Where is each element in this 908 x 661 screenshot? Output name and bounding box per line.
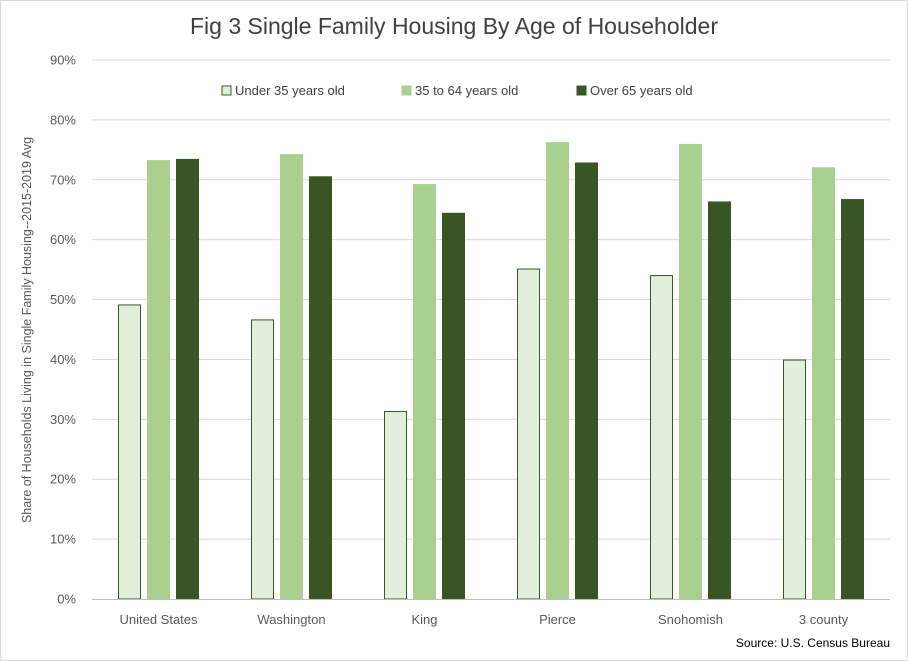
y-tick-label: 90% [50,53,76,68]
legend-swatch [576,85,587,96]
y-tick-label: 0% [57,592,76,607]
x-tick-label: Snohomish [658,612,723,627]
bar-1-5 [650,275,673,600]
source-note: Source: U.S. Census Bureau [736,636,890,650]
y-tick-label: 50% [50,292,76,307]
legend-label: Over 65 years old [590,83,693,98]
y-tick-label: 40% [50,352,76,367]
bar-1-6 [783,359,806,600]
y-tick-label: 80% [50,112,76,127]
x-tick-label: Pierce [539,612,576,627]
bar-2-6 [812,167,835,600]
bar-2-1 [147,160,170,600]
bars [118,142,864,600]
bar-3-1 [176,158,199,600]
y-tick-label: 30% [50,412,76,427]
y-axis-ticks: 0% 10% 20% 30% 40% 50% 60% 70% 80% 90% [50,53,76,607]
legend-label: Under 35 years old [235,83,345,98]
bar-3-4 [575,162,598,600]
legend: Under 35 years old 35 to 64 years old Over… [221,83,693,98]
y-axis-label: Share of Households Living in Single Fam… [20,137,34,523]
x-tick-label: 3 county [799,612,849,627]
bar-2-5 [679,143,702,600]
legend-label: 35 to 64 years old [415,83,518,98]
bar-1-3 [384,411,407,600]
bar-1-2 [251,319,274,600]
legend-swatch [401,85,412,96]
x-tick-label: Washington [257,612,325,627]
x-tick-label: King [411,612,437,627]
bar-3-3 [442,212,465,600]
x-tick-label: United States [119,612,198,627]
bar-3-6 [841,199,864,600]
bar-1-4 [517,268,540,600]
gridlines [92,59,890,540]
y-tick-label: 20% [50,472,76,487]
y-tick-label: 60% [50,232,76,247]
chart-title: Fig 3 Single Family Housing By Age of Ho… [190,13,718,39]
bar-3-2 [309,176,332,600]
y-tick-label: 10% [50,532,76,547]
x-axis-ticks: United States Washington King Pierce Snohomi… [119,612,848,627]
bar-1-1 [118,304,141,600]
bar-2-4 [546,142,569,600]
y-tick-label: 70% [50,172,76,187]
bar-2-2 [280,154,303,600]
legend-swatch [221,85,232,96]
bar-2-3 [413,184,436,600]
bar-3-5 [708,201,731,600]
